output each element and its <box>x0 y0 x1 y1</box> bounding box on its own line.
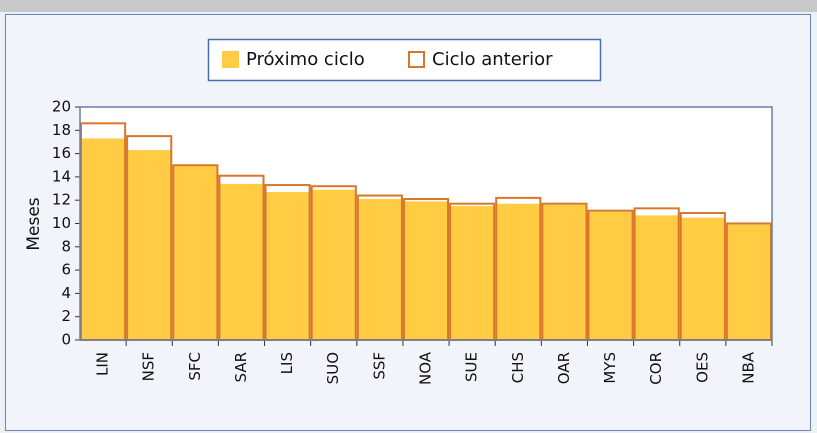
legend-swatch <box>408 51 425 68</box>
bar <box>496 203 541 340</box>
x-tick-label: SAR <box>232 352 250 382</box>
x-tick-label: OES <box>693 352 711 383</box>
bar <box>173 165 218 340</box>
y-tick-label: 8 <box>61 237 71 255</box>
bar <box>265 192 310 340</box>
x-tick-label: LIN <box>94 352 112 376</box>
bar <box>450 206 495 340</box>
bar <box>219 183 264 340</box>
x-tick-label: SFC <box>186 352 204 381</box>
plot-border <box>79 106 773 341</box>
y-tick-label: 14 <box>52 167 71 185</box>
y-tick-label: 0 <box>61 331 71 349</box>
x-tick-label: OAR <box>555 352 573 384</box>
y-tick-label: 16 <box>52 144 71 162</box>
x-tick-label: NSF <box>140 352 158 381</box>
y-tick-label: 20 <box>52 98 71 116</box>
x-tick-label: MYS <box>601 352 619 384</box>
bar <box>588 211 633 340</box>
y-tick-label: 10 <box>52 214 71 232</box>
y-tick-label: 4 <box>61 284 71 302</box>
x-tick-label: NBA <box>739 351 757 384</box>
x-tick-label: SSF <box>370 352 388 380</box>
bar <box>542 204 587 340</box>
bar <box>311 189 356 340</box>
x-tick-label: SUE <box>463 352 481 382</box>
bar <box>357 199 402 340</box>
y-axis-label: Meses <box>24 197 44 250</box>
x-tick-label: COR <box>647 352 665 385</box>
x-tick-label: LIS <box>278 352 296 374</box>
bar <box>634 215 679 340</box>
top-bar <box>0 0 817 12</box>
y-tick-label: 12 <box>52 191 71 209</box>
bar <box>81 138 126 340</box>
legend-label: Próximo ciclo <box>246 49 365 70</box>
bar <box>403 201 449 340</box>
bar <box>127 150 172 340</box>
legend <box>207 38 602 82</box>
bar <box>680 217 725 340</box>
legend-swatch <box>222 51 239 68</box>
x-tick-label: CHS <box>509 352 527 383</box>
y-tick-label: 18 <box>52 121 71 139</box>
legend-label: Ciclo anterior <box>432 49 553 70</box>
y-tick-label: 2 <box>61 307 71 325</box>
x-tick-label: NOA <box>417 351 435 385</box>
bar <box>726 224 771 340</box>
x-tick-label: SUO <box>324 352 342 384</box>
y-tick-label: 6 <box>61 261 71 279</box>
